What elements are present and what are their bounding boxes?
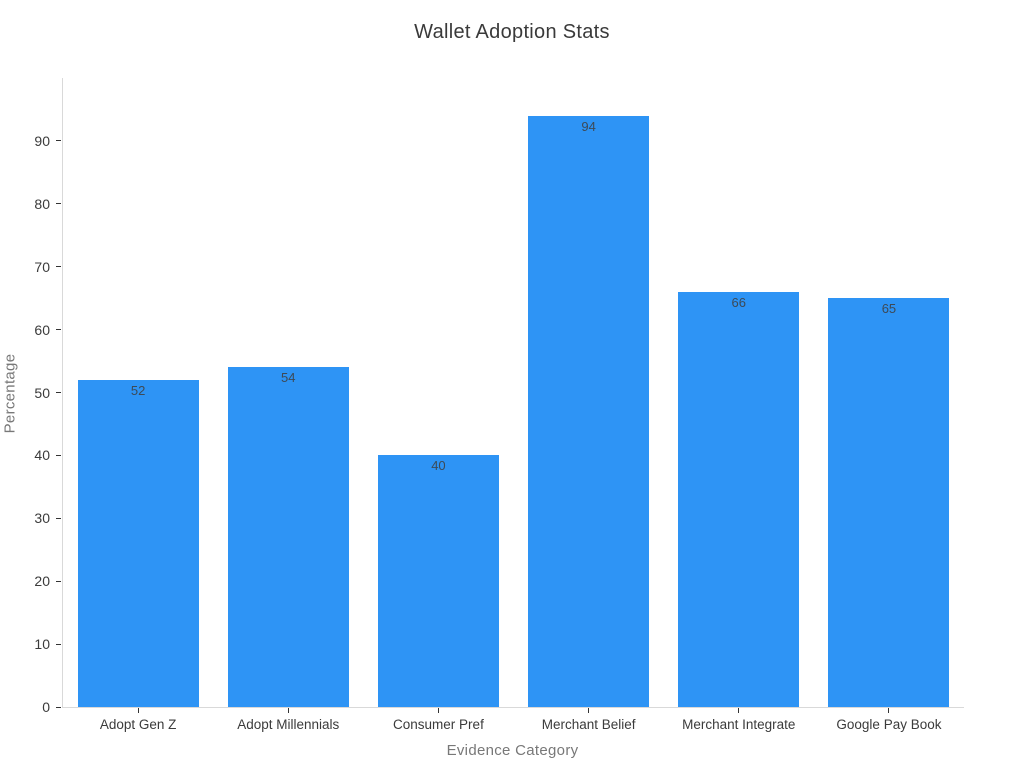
x-tick-label: Merchant Belief (541, 717, 636, 732)
y-tick-label: 40 (34, 447, 50, 464)
bar-value-label: 66 (731, 294, 746, 310)
x-tick-mark (137, 708, 139, 713)
y-tick-label: 70 (34, 258, 50, 275)
y-tick-mark (56, 706, 61, 708)
x-tick-mark (888, 708, 890, 713)
x-axis-slot: Merchant Integrate (664, 708, 814, 732)
y-tick-mark (56, 643, 61, 645)
x-tick-label: Consumer Pref (393, 717, 484, 732)
y-tick-label: 80 (34, 195, 50, 212)
y-tick-mark (56, 329, 61, 331)
x-tick-mark (287, 708, 289, 713)
y-tick-mark (56, 392, 61, 393)
x-tick-label: Google Pay Book (836, 717, 942, 732)
bar-consumer-pref: 40 (377, 455, 499, 707)
bar-slot: 65 (814, 78, 964, 707)
y-tick-mark (56, 580, 61, 582)
y-tick-label: 10 (34, 636, 50, 653)
bar-value-label: 94 (581, 118, 596, 134)
bar-slot: 66 (664, 78, 814, 707)
bar-value-label: 54 (281, 370, 296, 386)
y-tick-mark (56, 203, 61, 205)
bar-merchant-belief: 94 (528, 115, 650, 707)
y-tick-mark (56, 454, 61, 456)
y-tick-mark (56, 517, 61, 519)
x-axis-slot: Google Pay Book (814, 708, 964, 732)
bars-container: 52 54 40 94 66 65 (63, 78, 964, 707)
y-tick-label: 50 (34, 384, 50, 401)
y-axis: 0 10 20 30 40 50 60 70 80 90 (0, 78, 62, 715)
y-tick-label: 30 (34, 510, 50, 527)
bar-slot: 40 (363, 78, 513, 707)
bar-value-label: 65 (881, 301, 897, 317)
chart-title: Wallet Adoption Stats (414, 21, 610, 43)
bar-slot: 54 (213, 78, 363, 707)
bar-value-label: 40 (431, 458, 446, 474)
bar-google-pay-book: 65 (828, 298, 950, 707)
bar-merchant-integrate: 66 (678, 291, 800, 707)
bar-value-label: 52 (130, 382, 146, 398)
plot-area: 52 54 40 94 66 65 (62, 78, 964, 708)
y-tick-label: 90 (34, 132, 50, 149)
x-axis-slot: Consumer Pref (363, 708, 513, 732)
x-tick-label: Adopt Gen Z (99, 717, 177, 732)
y-tick-label: 20 (34, 573, 50, 590)
x-tick-label: Adopt Millennials (237, 717, 340, 732)
x-axis-slot: Merchant Belief (514, 708, 664, 732)
x-axis: Adopt Gen Z Adopt Millennials Consumer Pre… (63, 708, 964, 732)
bar-adopt-gen-z: 52 (77, 379, 199, 707)
y-tick-mark (56, 140, 61, 142)
x-axis-slot: Adopt Millennials (213, 708, 363, 732)
y-tick-label: 60 (34, 321, 50, 338)
x-tick-mark (738, 708, 740, 713)
x-tick-mark (437, 708, 439, 713)
y-tick-label: 0 (42, 699, 50, 715)
bar-adopt-millennials: 54 (227, 367, 349, 707)
bar-slot: 94 (514, 78, 664, 707)
x-axis-slot: Adopt Gen Z (63, 708, 213, 732)
y-tick-mark (56, 266, 61, 268)
bar-slot: 52 (63, 78, 213, 707)
x-tick-label: Merchant Integrate (682, 717, 796, 732)
x-tick-mark (588, 708, 590, 713)
x-axis-title: Evidence Category (446, 742, 579, 759)
